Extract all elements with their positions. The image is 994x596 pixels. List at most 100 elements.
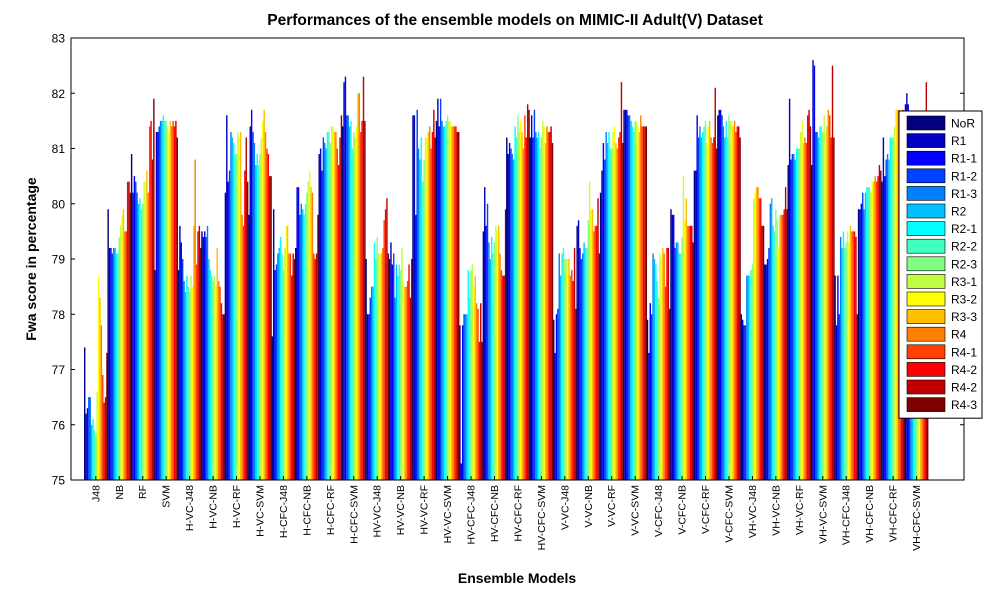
bar (473, 286, 475, 481)
bar (257, 165, 260, 480)
bar (411, 259, 413, 480)
bar (544, 142, 547, 481)
bar (297, 187, 300, 480)
bar (508, 142, 511, 481)
bar (150, 120, 152, 481)
x-tick-label: VH-CFC-NB (864, 485, 876, 543)
legend-swatch (906, 344, 946, 360)
legend-swatch (906, 133, 946, 148)
bar (227, 181, 229, 480)
bar (536, 137, 538, 480)
bar (837, 275, 839, 480)
bar (546, 126, 548, 481)
bar (520, 120, 522, 481)
bar (721, 115, 723, 480)
bar (291, 275, 293, 480)
bar (288, 253, 290, 480)
bar (415, 214, 417, 481)
bar-group (459, 264, 483, 481)
x-axis-label: Ensemble Models (458, 570, 576, 586)
bar (628, 115, 631, 480)
bar (448, 120, 450, 481)
bar (351, 148, 354, 480)
bar (732, 126, 734, 481)
bar (515, 137, 518, 480)
bar-group (365, 198, 390, 481)
bar (133, 176, 136, 481)
bar (486, 203, 489, 480)
bar (880, 170, 882, 480)
bar (608, 131, 610, 480)
bar-group (177, 159, 202, 481)
bar (337, 165, 340, 480)
bar (864, 192, 867, 480)
bar (863, 209, 865, 480)
bar (355, 126, 358, 481)
bar (108, 247, 111, 480)
bar (543, 126, 545, 481)
bar (702, 131, 704, 480)
bar (360, 131, 362, 480)
bar (129, 192, 132, 480)
bar (394, 297, 396, 480)
bar (390, 242, 392, 480)
bar (191, 286, 194, 481)
bar (692, 242, 694, 480)
bar (296, 187, 298, 480)
bar (611, 148, 613, 480)
bar (106, 352, 108, 480)
y-axis-label: Fwa score in percentage (23, 177, 39, 341)
bar (228, 170, 231, 480)
bar (95, 435, 97, 480)
bar (885, 159, 887, 481)
bar (488, 242, 490, 480)
bar (308, 170, 311, 480)
bar (319, 148, 322, 480)
bar (833, 137, 835, 480)
bar (874, 176, 876, 481)
legend-swatch (906, 397, 946, 412)
bar (317, 214, 319, 481)
x-tick-label: V-VC-SVM (630, 485, 642, 536)
legend-label: R2-3 (951, 257, 977, 271)
bar (208, 259, 210, 480)
bar (176, 137, 179, 480)
bar (775, 209, 777, 480)
bar (272, 209, 275, 480)
bar (475, 303, 478, 480)
bar (370, 286, 373, 481)
bar (530, 115, 533, 480)
bar (166, 126, 169, 481)
bar (365, 259, 367, 480)
bar (810, 165, 813, 480)
bar (830, 137, 832, 480)
bar (733, 120, 736, 481)
legend-swatch (906, 291, 946, 307)
bar (597, 198, 599, 481)
bar (657, 297, 660, 480)
bar (449, 120, 452, 481)
bar (426, 137, 428, 480)
bar (623, 109, 625, 480)
bar (164, 120, 166, 481)
legend-label: R4-1 (951, 345, 977, 359)
bar (183, 281, 185, 480)
bar (148, 126, 151, 481)
bar (697, 137, 700, 480)
bar (823, 115, 825, 480)
bar (540, 137, 543, 480)
bar (568, 259, 570, 480)
bar (339, 137, 341, 480)
y-tick-label: 79 (52, 253, 66, 267)
x-tick-label: VH-CFC-SVM (911, 485, 923, 551)
bar (431, 131, 434, 480)
bar (375, 259, 377, 480)
bar (201, 231, 203, 481)
bar (717, 115, 719, 480)
bar (267, 154, 270, 480)
bar (848, 242, 850, 480)
bar (136, 192, 138, 480)
legend-swatch (906, 238, 946, 254)
bar (480, 303, 482, 480)
bar (646, 319, 649, 480)
